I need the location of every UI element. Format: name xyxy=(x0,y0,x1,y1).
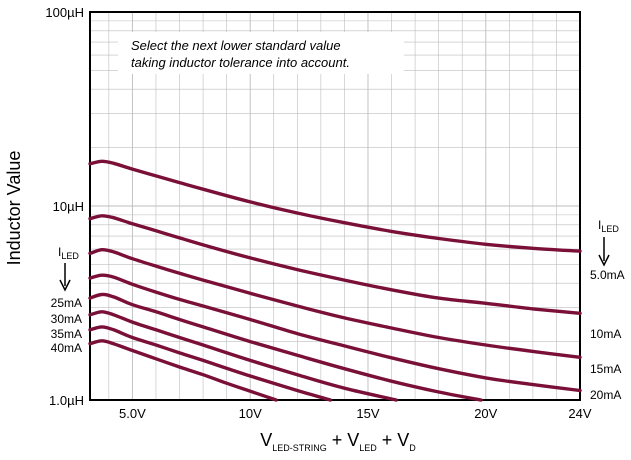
left-legend-arrow xyxy=(59,263,71,292)
x-axis-title-sub3: D xyxy=(409,443,416,453)
grid xyxy=(90,12,580,400)
left-legend-title: ILED xyxy=(58,245,79,261)
x-axis-title-mid1: + V xyxy=(327,430,360,450)
x-tick-label: 24V xyxy=(568,406,591,421)
x-tick-labels: 5.0V 10V 15V 20V 24V xyxy=(119,406,592,421)
left-legend-label: 30mA xyxy=(51,312,82,326)
x-axis-title-sub1: LED-STRING xyxy=(272,443,327,453)
series-line-40mA xyxy=(88,339,278,402)
series-line-5-0mA xyxy=(88,159,582,253)
left-legend-title-sub: LED xyxy=(61,251,79,261)
series-layer xyxy=(88,159,582,402)
left-legend-title-main: I xyxy=(58,245,61,259)
annotation-line-2: taking inductor tolerance into account. xyxy=(131,55,350,70)
y-tick-label: 10µH xyxy=(53,199,84,214)
x-axis-title-v1: V xyxy=(260,430,272,450)
right-legend-title-main: I xyxy=(598,218,601,232)
left-legend-label: 40mA xyxy=(51,341,82,355)
x-tick-label: 20V xyxy=(474,406,497,421)
x-tick-label: 10V xyxy=(239,406,262,421)
series-line-15mA xyxy=(88,247,582,359)
y-tick-label: 100µH xyxy=(45,5,84,20)
plot-frame xyxy=(89,11,581,401)
right-legend-title: ILED xyxy=(598,218,619,234)
annotation-line-1: Select the next lower standard value xyxy=(131,38,341,53)
series-line-25mA xyxy=(88,292,483,402)
x-tick-label: 5.0V xyxy=(119,406,146,421)
right-legend-label: 10mA xyxy=(590,327,621,341)
right-legend-label: 5.0mA xyxy=(590,268,625,282)
y-tick-label: 1.0µH xyxy=(49,393,84,408)
y-tick-labels: 1.0µH 10µH 100µH xyxy=(45,5,84,408)
left-legend-label: 35mA xyxy=(51,327,82,341)
right-legend-label: 20mA xyxy=(590,388,621,402)
x-axis-title: VLED-STRING + VLED + VD xyxy=(260,430,416,453)
x-axis-title-sub2: LED xyxy=(359,443,377,453)
annotation-background xyxy=(118,32,404,74)
series-line-35mA xyxy=(88,325,332,402)
series-line-10mA xyxy=(88,214,582,315)
right-legend-label: 15mA xyxy=(590,362,621,376)
x-tick-label: 15V xyxy=(356,406,379,421)
y-axis-title: Inductor Value xyxy=(4,151,24,266)
x-axis-title-mid2: + V xyxy=(377,430,410,450)
right-legend-arrow xyxy=(598,237,610,267)
left-legend-label: 25mA xyxy=(51,296,82,310)
right-legend-title-sub: LED xyxy=(601,224,619,234)
series-line-20mA xyxy=(88,273,582,393)
series-line-30mA xyxy=(88,310,398,402)
